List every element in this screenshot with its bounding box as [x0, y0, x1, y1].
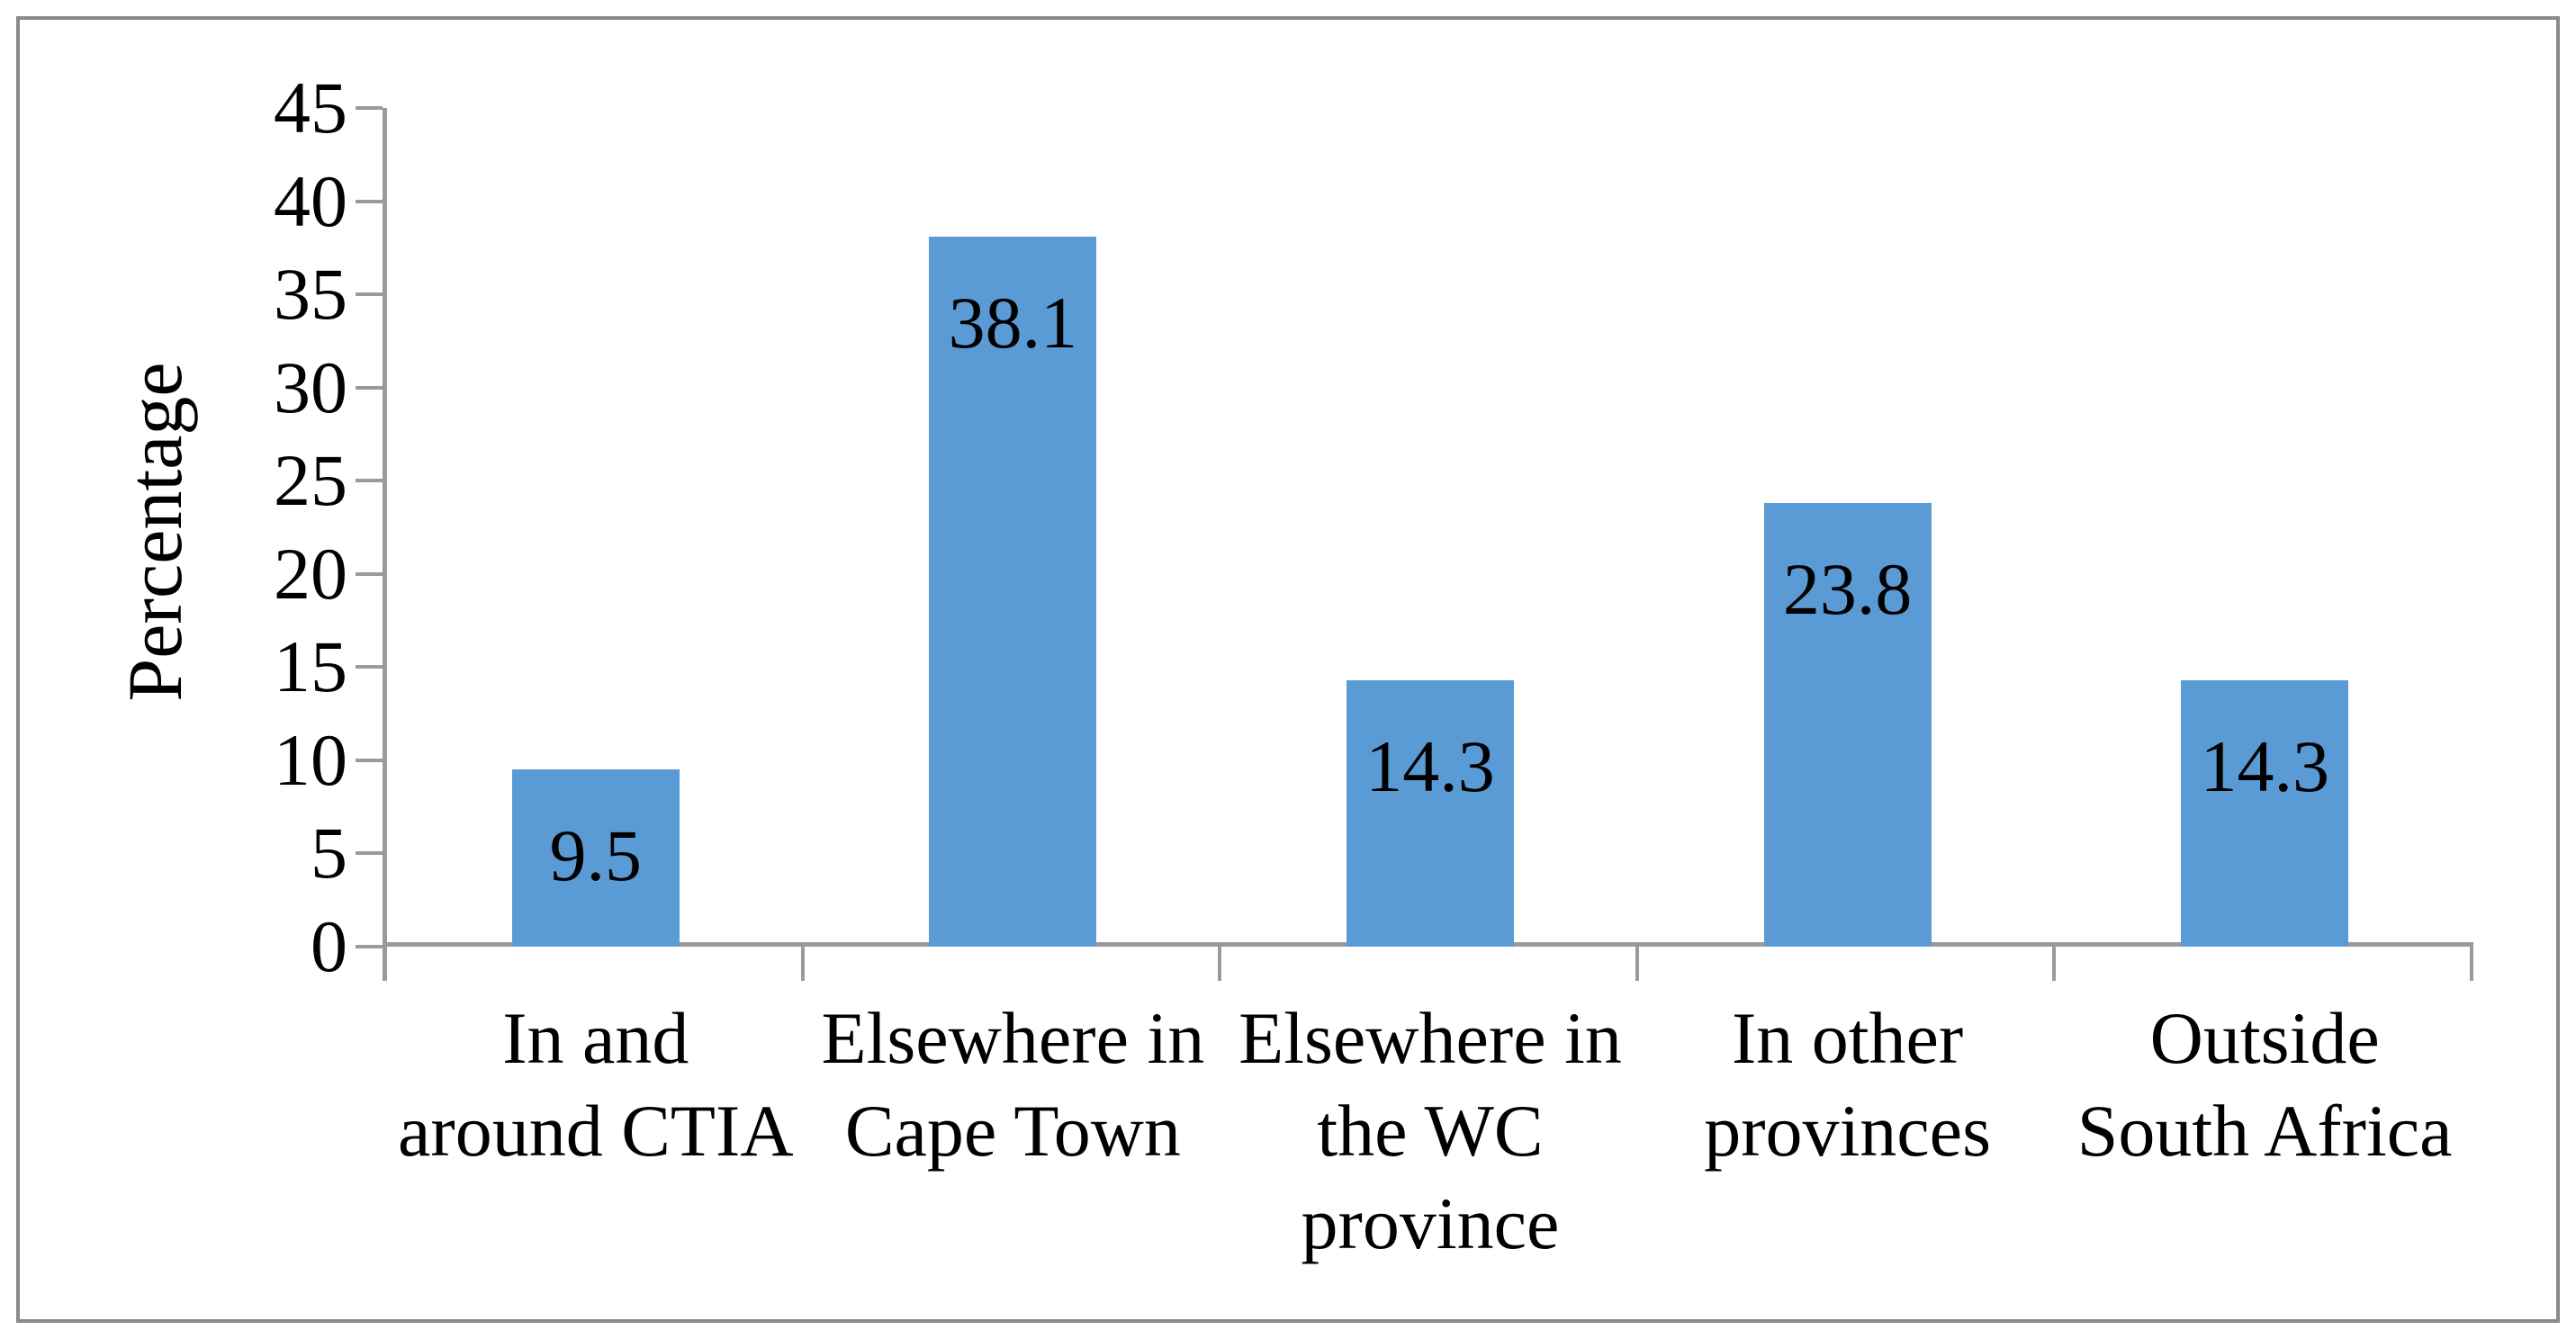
y-axis-tick — [356, 292, 383, 297]
x-axis-category-label: In and around CTIA — [398, 997, 794, 1172]
y-axis-tick — [356, 106, 383, 110]
bar: 9.5 — [511, 769, 680, 947]
y-axis-tick — [356, 385, 383, 390]
x-axis-category-label: Outside South Africa — [2076, 997, 2453, 1172]
y-axis-tick-label: 20 — [274, 532, 347, 615]
bar: 14.3 — [1347, 679, 1514, 947]
y-axis-tick — [356, 479, 383, 483]
y-axis-tick-label: 35 — [274, 253, 347, 336]
bar-value-label: 14.3 — [2200, 724, 2329, 807]
y-axis-tick — [356, 665, 383, 670]
bar: 14.3 — [2181, 679, 2349, 947]
y-axis-tick — [356, 571, 383, 576]
figure-border — [16, 16, 2560, 1323]
x-axis-tick — [383, 947, 387, 981]
y-axis-tick-label: 25 — [274, 439, 347, 522]
x-axis-tick — [2052, 947, 2057, 981]
y-axis-tick-label: 5 — [311, 812, 347, 894]
y-axis-tick — [356, 199, 383, 203]
y-axis-tick — [356, 758, 383, 762]
x-axis-category-label: Elsewhere in Cape Town — [821, 997, 1205, 1172]
bar-value-label: 38.1 — [948, 281, 1078, 364]
x-axis-tick — [1635, 947, 1639, 981]
bar: 23.8 — [1763, 503, 1932, 947]
y-axis-tick-label: 10 — [274, 718, 347, 801]
x-axis-tick — [1218, 947, 1222, 981]
y-axis-tick-label: 30 — [274, 346, 347, 428]
bar-value-label: 14.3 — [1365, 724, 1495, 807]
x-axis-category-label: In other provinces — [1704, 997, 1991, 1172]
x-axis-category-label: Elsewhere in the WC province — [1238, 997, 1622, 1264]
y-axis-tick-label: 45 — [274, 67, 347, 148]
y-axis-tick-label: 0 — [311, 905, 347, 987]
x-axis-tick — [800, 947, 805, 981]
bar: 38.1 — [929, 236, 1097, 947]
y-axis-tick-label: 15 — [274, 625, 347, 708]
y-axis-tick — [356, 945, 383, 948]
bar-value-label: 9.5 — [549, 814, 643, 897]
bar-value-label: 23.8 — [1782, 548, 1913, 631]
y-axis-tick — [356, 851, 383, 856]
y-axis-line — [383, 108, 387, 981]
y-axis-tick-label: 40 — [274, 159, 347, 242]
x-axis-tick — [2470, 947, 2473, 981]
